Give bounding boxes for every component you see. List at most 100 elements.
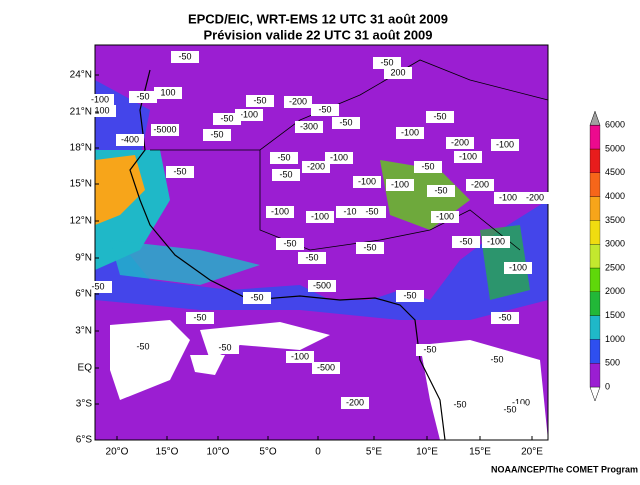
colorbar-segment <box>589 339 601 364</box>
colorbar-segment <box>589 267 601 292</box>
lon-label: 0 <box>315 447 321 458</box>
colorbar-label: 2500 <box>605 262 625 272</box>
contour-label-box <box>491 139 519 151</box>
contour-label-box <box>414 161 442 173</box>
contour-label: -300 <box>300 121 318 131</box>
contour-label: 100 <box>160 87 175 97</box>
contour-label: -50 <box>136 341 149 351</box>
colorbar-label: 2000 <box>605 286 625 296</box>
contour-label-box <box>270 152 298 164</box>
contour-label: -100 <box>330 152 348 162</box>
colorbar-label: 3000 <box>605 239 625 249</box>
contour-label-box <box>341 397 369 409</box>
contour-label-box <box>358 206 386 218</box>
contour-label: -50 <box>498 312 511 322</box>
contour-label-box <box>521 192 549 204</box>
contour-label-box <box>504 262 532 274</box>
contour-label-box <box>384 67 412 79</box>
colorbar-label: 4500 <box>605 167 625 177</box>
lon-label: 20°O <box>106 447 129 458</box>
field-orange <box>95 155 145 225</box>
colorbar-segment <box>589 220 601 245</box>
contour-label-box <box>203 129 231 141</box>
contour-label: -100 <box>487 236 505 246</box>
contour-label-box <box>129 91 157 103</box>
contour-label: -100 <box>91 94 109 104</box>
subtitle: Prévision valide 22 UTC 31 août 2009 <box>203 27 432 42</box>
contour-label-box <box>386 179 414 191</box>
contour-label: -50 <box>178 51 191 61</box>
contour-label-box <box>211 342 239 354</box>
contour-label-box <box>151 124 179 136</box>
colorbar-segment <box>589 315 601 340</box>
contour-label-box <box>336 206 364 218</box>
contour-label-box <box>482 236 510 248</box>
contour-label-box <box>312 362 340 374</box>
contour-label: 200 <box>390 67 405 77</box>
colorbar-label: 1000 <box>605 334 625 344</box>
field-white <box>110 320 190 400</box>
contour-label: -100 <box>291 351 309 361</box>
lon-label: 5°E <box>366 447 383 458</box>
contour-label: -50 <box>283 238 296 248</box>
lon-label: 20°E <box>521 447 543 458</box>
contour-label-box <box>213 113 241 125</box>
contour-label: -200 <box>526 192 544 202</box>
colorbar-label: 0 <box>605 381 610 391</box>
contour-label-box <box>246 95 274 107</box>
contour-label-box <box>452 236 480 248</box>
contour-label: -50 <box>305 252 318 262</box>
contour-label-box <box>356 242 384 254</box>
contour-label: -200 <box>471 179 489 189</box>
contour-label-box <box>306 211 334 223</box>
contour-label: -200 <box>289 96 307 106</box>
colorbar-segment <box>589 363 601 388</box>
contour-label: -100 <box>436 211 454 221</box>
contour-label-box <box>302 161 330 173</box>
lon-label: 15°O <box>156 447 179 458</box>
contour-label-box <box>84 281 112 293</box>
contour-label: -50 <box>503 404 516 414</box>
contour-label: -50 <box>339 117 352 127</box>
colorbar-under <box>589 386 601 402</box>
lat-label: 21°N <box>70 107 92 118</box>
contour-label-box <box>308 280 336 292</box>
contour-label: -50 <box>193 312 206 322</box>
lat-label: 15°N <box>70 179 92 190</box>
colorbar-label: 3500 <box>605 215 625 225</box>
colorbar-label: 500 <box>605 358 620 368</box>
contour-label-box <box>186 312 214 324</box>
contour-label-box <box>235 109 263 121</box>
contour-label-box <box>298 252 326 264</box>
contour-label: -200 <box>307 161 325 171</box>
contour-label-box <box>86 94 114 106</box>
colorbar-label: 1500 <box>605 310 625 320</box>
contour-label: -100 <box>401 127 419 137</box>
contour-label-box <box>171 51 199 63</box>
contour-label-box <box>427 185 455 197</box>
contour-label: 100 <box>94 105 109 115</box>
contour-label: -100 <box>358 176 376 186</box>
contour-label-box <box>353 176 381 188</box>
contour-label-box <box>325 152 353 164</box>
colorbar-label: 6000 <box>605 120 625 130</box>
lat-label: 9°N <box>75 253 92 264</box>
contour-label-box <box>466 179 494 191</box>
contour-label-box <box>396 127 424 139</box>
contour-label: -10 <box>343 206 356 216</box>
labels: -50 -50 200 -100 -50 100 -50 -200 -50 -100 -50 -300… <box>84 51 549 416</box>
contour-label-box <box>494 192 522 204</box>
colorbar-segment <box>589 196 601 221</box>
lat-label: 24°N <box>70 70 92 81</box>
lat-label: 18°N <box>70 143 92 154</box>
contour-label: -50 <box>279 169 292 179</box>
contour-label-box <box>243 292 271 304</box>
map-frame <box>94 44 549 441</box>
contour-label-box <box>332 117 360 129</box>
contour-label-box <box>446 399 474 411</box>
contour-label: -100 <box>509 262 527 272</box>
contour-label-box <box>454 151 482 163</box>
contour-label-box <box>311 104 339 116</box>
contour-label: -100 <box>240 109 258 119</box>
